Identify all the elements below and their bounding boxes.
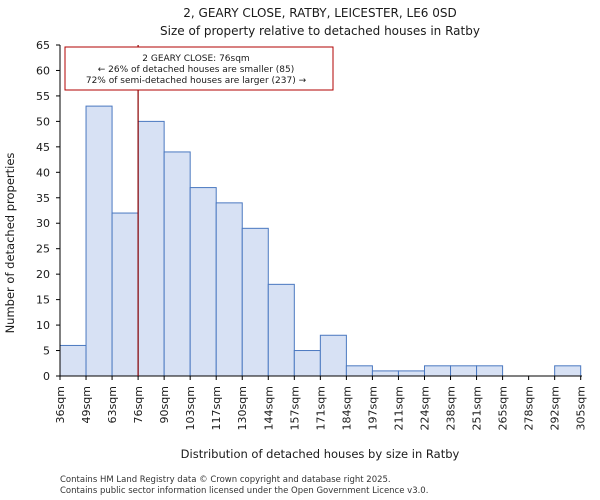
x-tick-label-63sqm: 63sqm	[106, 386, 119, 423]
annotation-line-3: 72% of semi-detached houses are larger (…	[86, 76, 307, 86]
bar-76sqm	[137, 120, 165, 377]
x-axis-label: Distribution of detached houses by size …	[181, 447, 460, 461]
bar-49sqm	[85, 105, 113, 377]
x-tick-label-157sqm: 157sqm	[288, 386, 301, 430]
annotation-box: 2 GEARY CLOSE: 76sqm ← 26% of detached h…	[64, 46, 334, 91]
footer-line-2: Contains public sector information licen…	[60, 486, 428, 496]
y-tick-label: 45	[36, 141, 50, 154]
chart-title: 2, GEARY CLOSE, RATBY, LEICESTER, LE6 0S…	[183, 6, 456, 20]
annotation-frame	[64, 46, 334, 91]
y-tick-label: 65	[36, 39, 50, 52]
bar-117sqm	[215, 202, 243, 377]
bar-63sqm	[111, 212, 139, 377]
y-tick-label: 55	[36, 90, 50, 103]
x-tick-label-305sqm: 305sqm	[575, 386, 588, 430]
x-tick-label-238sqm: 238sqm	[445, 386, 458, 430]
footer-line-1: Contains HM Land Registry data © Crown c…	[60, 475, 391, 485]
bar-197sqm	[371, 370, 399, 377]
x-tick-label-224sqm: 224sqm	[418, 386, 431, 430]
bar-130sqm	[241, 227, 269, 377]
x-tick-label-103sqm: 103sqm	[184, 386, 197, 430]
bar-292sqm	[554, 365, 582, 377]
y-tick-label: 60	[36, 64, 50, 77]
bar-103sqm	[189, 187, 217, 377]
x-tick-label-36sqm: 36sqm	[54, 386, 67, 423]
chart-subtitle: Size of property relative to detached ho…	[160, 24, 480, 38]
x-tick-label-117sqm: 117sqm	[210, 386, 223, 430]
x-tick-label-278sqm: 278sqm	[523, 386, 536, 430]
annotation-line-2: ← 26% of detached houses are smaller (85…	[98, 65, 295, 75]
x-tick-label-292sqm: 292sqm	[549, 386, 562, 430]
y-axis-ticks: 0 5 10 15 20 25 30 35 40 45 50 55 60 65	[36, 39, 60, 383]
bar-36sqm	[59, 344, 87, 377]
x-tick-label-76sqm: 76sqm	[132, 386, 145, 423]
bar-238sqm	[450, 365, 478, 377]
bar-184sqm	[345, 365, 373, 377]
y-tick-label: 35	[36, 192, 50, 205]
x-tick-label-251sqm: 251sqm	[471, 386, 484, 430]
y-tick-label: 30	[36, 217, 50, 230]
y-tick-label: 25	[36, 243, 50, 256]
bar-211sqm	[397, 370, 425, 377]
y-tick-label: 0	[43, 370, 50, 383]
x-axis-ticks: 36sqm 49sqm 63sqm 76sqm 90sqm 103sqm 117sqm 130…	[54, 376, 588, 430]
y-tick-label: 5	[43, 345, 50, 358]
y-tick-label: 15	[36, 294, 50, 307]
x-tick-label-184sqm: 184sqm	[340, 386, 353, 430]
bars-group	[59, 105, 582, 377]
x-tick-label-197sqm: 197sqm	[366, 386, 379, 430]
x-tick-label-49sqm: 49sqm	[80, 386, 93, 423]
bar-157sqm	[293, 350, 321, 377]
x-tick-label-144sqm: 144sqm	[262, 386, 275, 430]
y-tick-label: 50	[36, 115, 50, 128]
bar-171sqm	[319, 334, 347, 377]
bar-144sqm	[267, 283, 295, 377]
x-tick-label-90sqm: 90sqm	[158, 386, 171, 423]
y-tick-label: 10	[36, 319, 50, 332]
x-tick-label-171sqm: 171sqm	[314, 386, 327, 430]
x-tick-label-130sqm: 130sqm	[236, 386, 249, 430]
bar-224sqm	[423, 365, 452, 377]
y-tick-label: 20	[36, 268, 50, 281]
annotation-line-1: 2 GEARY CLOSE: 76sqm	[142, 54, 249, 64]
bar-90sqm	[163, 151, 191, 377]
x-tick-label-265sqm: 265sqm	[497, 386, 510, 430]
x-tick-label-211sqm: 211sqm	[392, 386, 405, 430]
y-axis-label: Number of detached properties	[3, 153, 17, 334]
y-tick-label: 40	[36, 166, 50, 179]
bar-251sqm	[476, 365, 504, 377]
